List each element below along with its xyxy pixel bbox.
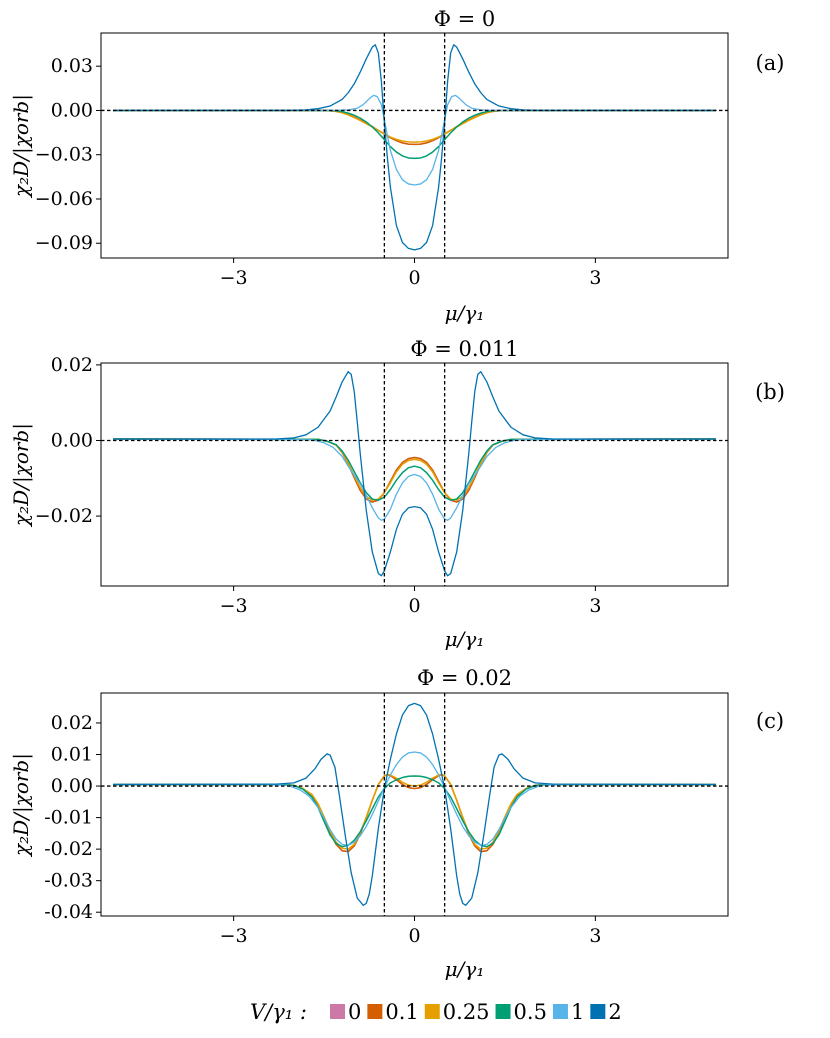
panel-b-line-v-0_1: [113, 438, 716, 503]
panel-a-xlabel: μ/γ₁: [445, 301, 485, 325]
panel-b-ytick-label: 0.02: [51, 354, 93, 376]
panel-c-xtick-label: 0: [408, 925, 420, 947]
panel-b-ylabel: χ₂D/|χorb|: [9, 423, 34, 528]
legend-label: 1: [571, 1000, 584, 1024]
panel-a-title: Φ = 0: [434, 7, 496, 31]
panel-a-ytick-label: −0.06: [35, 188, 93, 210]
panel-a-line-v-1: [113, 94, 716, 186]
panel-a-line-v-0: [113, 109, 716, 146]
panel-b-series: [113, 371, 716, 577]
panel-b-label: (b): [755, 380, 785, 404]
legend-label: 0.25: [443, 1000, 490, 1024]
panel-b-xtick-label: 0: [408, 595, 420, 617]
panel-a-ytick-label: −0.09: [35, 232, 93, 254]
panel-b-line-v-0: [113, 438, 716, 503]
panel-a-ylabel: χ₂D/|χorb|: [9, 94, 34, 199]
panel-a-line-v-0_25: [113, 109, 716, 143]
legend-swatch: [590, 1004, 606, 1019]
panel-c-title: Φ = 0.02: [417, 666, 512, 690]
panel-a-series: [113, 44, 716, 251]
panel-b-line-v-2: [113, 371, 716, 577]
legend-swatch: [495, 1004, 511, 1019]
panel-b-xlabel: μ/γ₁: [445, 627, 485, 651]
panel-c-ytick-label: -0.01: [44, 807, 93, 829]
legend-swatch: [552, 1004, 568, 1019]
panel-c-xtick-label: −3: [220, 925, 248, 947]
panel-a-ytick-label: −0.03: [35, 144, 93, 166]
panel-a-label: (a): [756, 51, 785, 75]
panel-a-xtick-label: 0: [408, 267, 420, 289]
panel-c-ytick-label: 0.00: [51, 775, 93, 797]
panel-c-ytick-label: -0.02: [44, 838, 93, 860]
legend-label: 0: [348, 1000, 361, 1024]
panel-b-title: Φ = 0.011: [410, 337, 518, 361]
panel-c: Φ = 0.02 (c) μ/γ₁ χ₂D/|χorb| −3 0 3 0.02 0.0…: [9, 666, 784, 981]
legend-swatch: [424, 1004, 440, 1019]
panel-b-xtick-label: −3: [220, 595, 248, 617]
legend-title: V/γ₁ :: [250, 1000, 307, 1024]
legend: V/γ₁ : 0 0.1 0.25 0.5 1 2: [250, 1000, 622, 1024]
panel-b: Φ = 0.011 (b) μ/γ₁ χ₂D/|χorb| −3 0 3 0.02 0.…: [9, 337, 785, 651]
panel-c-ytick-label: -0.04: [44, 901, 93, 923]
legend-swatch: [367, 1004, 383, 1019]
legend-entries: 0 0.1 0.25 0.5 1 2: [330, 1000, 622, 1024]
panel-c-xlabel: μ/γ₁: [445, 957, 485, 981]
legend-swatch: [330, 1004, 345, 1019]
panel-b-line-v-0_25: [113, 438, 716, 501]
panel-c-xtick-label: 3: [589, 925, 601, 947]
panel-a-ytick-label: 0.00: [51, 99, 93, 121]
legend-label: 0.5: [514, 1000, 547, 1024]
panel-a-frame: [100, 32, 729, 259]
panel-b-ytick-label: −0.02: [35, 505, 93, 527]
panel-a-xtick-label: 3: [589, 267, 601, 289]
panel-a-ytick-label: 0.03: [51, 55, 93, 77]
panel-c-line-v-0_5: [113, 775, 716, 848]
panel-c-series: [113, 702, 716, 906]
panel-a-xtick-label: −3: [220, 267, 248, 289]
panel-c-label: (c): [756, 709, 784, 733]
panel-c-line-v-1: [113, 751, 716, 846]
panel-c-ytick-label: -0.03: [44, 870, 93, 892]
legend-label: 2: [608, 1000, 621, 1024]
panel-a-line-v-0_5: [113, 109, 716, 160]
legend-label: 0.1: [385, 1000, 418, 1024]
panel-a-line-v-0_1: [113, 109, 716, 146]
panel-b-ytick-label: 0.00: [51, 429, 93, 451]
panel-c-ylabel: χ₂D/|χorb|: [9, 753, 34, 858]
panel-c-ytick-label: 0.02: [51, 712, 93, 734]
panel-b-line-v-0_5: [113, 438, 716, 501]
panel-b-xtick-label: 3: [589, 595, 601, 617]
panel-b-line-v-1: [113, 438, 716, 521]
panel-a-line-v-2: [113, 44, 716, 251]
panel-c-frame: [100, 692, 729, 917]
panel-c-ytick-label: 0.01: [51, 744, 93, 766]
panel-a: Φ = 0 (a) μ/γ₁ χ₂D/|χorb| −3 0 3 0.03 0.00 −0…: [9, 7, 784, 325]
panel-c-line-v-2: [113, 702, 716, 906]
